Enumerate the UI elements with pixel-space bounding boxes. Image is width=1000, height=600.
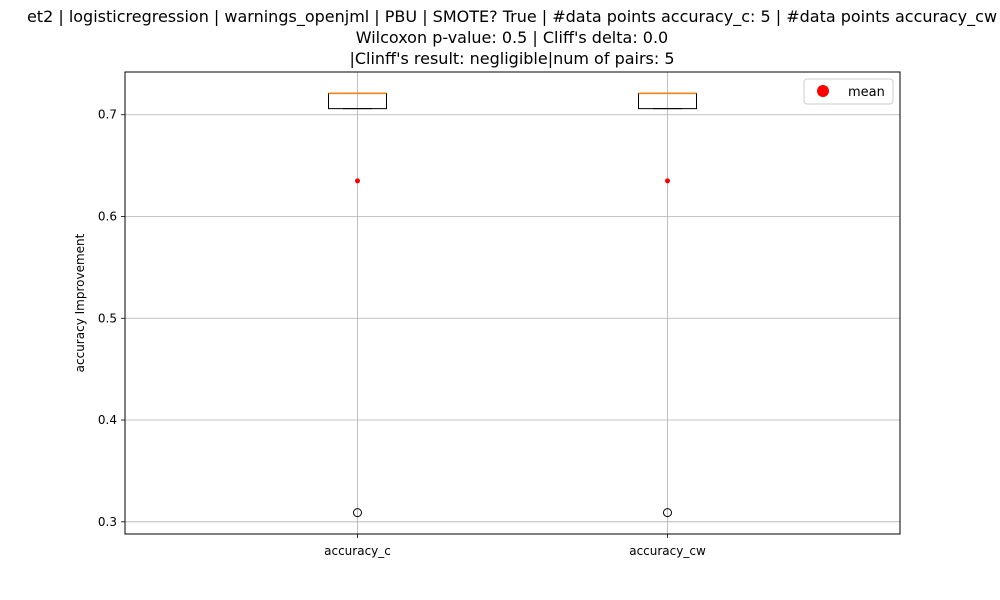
- y-tick-label: 0.4: [98, 413, 117, 427]
- x-tick-label: accuracy_c: [324, 544, 391, 558]
- outlier-point: [353, 508, 362, 518]
- x-tick-label: accuracy_cw: [629, 544, 706, 558]
- plot-area-frame: [124, 71, 901, 535]
- chart-title-line-2: Wilcoxon p-value: 0.5 | Cliff's delta: 0…: [356, 28, 668, 47]
- grid-lines: [125, 72, 900, 534]
- box-accuracy_cw: [638, 92, 697, 518]
- box-plots: [328, 92, 697, 518]
- y-axis-label: accuracy Improvement: [73, 233, 87, 372]
- mean-point: [665, 178, 670, 184]
- y-tick-label: 0.7: [98, 108, 117, 122]
- y-axis: 0.3 0.4 0.5 0.6 0.7: [98, 108, 125, 529]
- chart-title-line-1: et2 | logisticregression | warnings_open…: [27, 7, 997, 27]
- chart-title: et2 | logisticregression | warnings_open…: [27, 7, 997, 68]
- y-tick-label: 0.6: [98, 210, 117, 224]
- legend: mean: [803, 78, 894, 105]
- chart-title-line-3: |Clinff's result: negligible|num of pair…: [349, 49, 674, 68]
- outlier-point: [663, 508, 672, 518]
- x-axis: accuracy_c accuracy_cw: [324, 534, 706, 558]
- y-tick-label: 0.3: [98, 515, 117, 529]
- legend-mean-marker: [817, 85, 829, 97]
- legend-mean-label: mean: [848, 85, 885, 100]
- mean-point: [355, 178, 360, 184]
- box-accuracy_c: [328, 92, 387, 518]
- y-tick-label: 0.5: [98, 311, 117, 325]
- legend-box: [803, 78, 894, 105]
